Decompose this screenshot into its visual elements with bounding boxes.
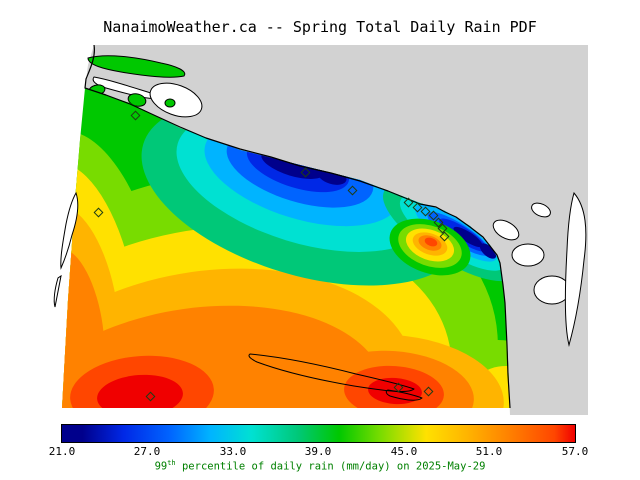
caption-sup: th <box>167 459 176 467</box>
colorbar-gradient <box>61 424 576 443</box>
caption-value: 99 <box>154 460 168 473</box>
inlet-shape <box>92 76 166 100</box>
island-patch <box>164 98 176 108</box>
colorbar-tick: 45.0 <box>390 445 418 458</box>
gulf-islands-outline <box>248 353 423 401</box>
colorbar-tick: 21.0 <box>48 445 76 458</box>
island-shape <box>492 219 520 241</box>
contour-band <box>424 237 438 247</box>
page-title: NanaimoWeather.ca -- Spring Total Daily … <box>103 18 537 36</box>
island-outline <box>385 389 423 401</box>
contour-band <box>97 374 183 408</box>
inlet-shape <box>149 82 203 118</box>
water-inlets <box>92 76 587 347</box>
caption-rest: percentile of daily rain (mm/day) on 202… <box>175 460 486 473</box>
island-shape <box>511 243 545 267</box>
colorbar-tick: 57.0 <box>561 445 589 458</box>
colorbar-tick: 39.0 <box>304 445 332 458</box>
coastline <box>84 45 511 409</box>
west-coast-slivers <box>53 191 79 308</box>
colorbar-tick: 33.0 <box>219 445 247 458</box>
coast-sliver <box>60 191 79 270</box>
coast-sliver <box>53 274 62 308</box>
map-area <box>36 45 588 415</box>
caption: 99th percentile of daily rain (mm/day) o… <box>0 459 640 473</box>
contour-band <box>453 226 483 248</box>
colorbar-tick: 51.0 <box>475 445 503 458</box>
contour-band <box>62 305 385 408</box>
contour-band <box>479 243 497 259</box>
coastline-path <box>84 45 511 409</box>
inlet-shape <box>564 191 587 347</box>
colorbar-ticks: 21.0 27.0 33.0 39.0 45.0 51.0 57.0 <box>0 445 640 458</box>
contour-band <box>62 248 105 398</box>
island-shape <box>533 275 571 305</box>
island-patch <box>87 55 186 78</box>
rain-field <box>62 88 510 408</box>
rain-map-svg <box>36 45 588 415</box>
land-area <box>85 45 588 415</box>
island-shape <box>531 202 551 218</box>
colorbar-tick: 27.0 <box>133 445 161 458</box>
